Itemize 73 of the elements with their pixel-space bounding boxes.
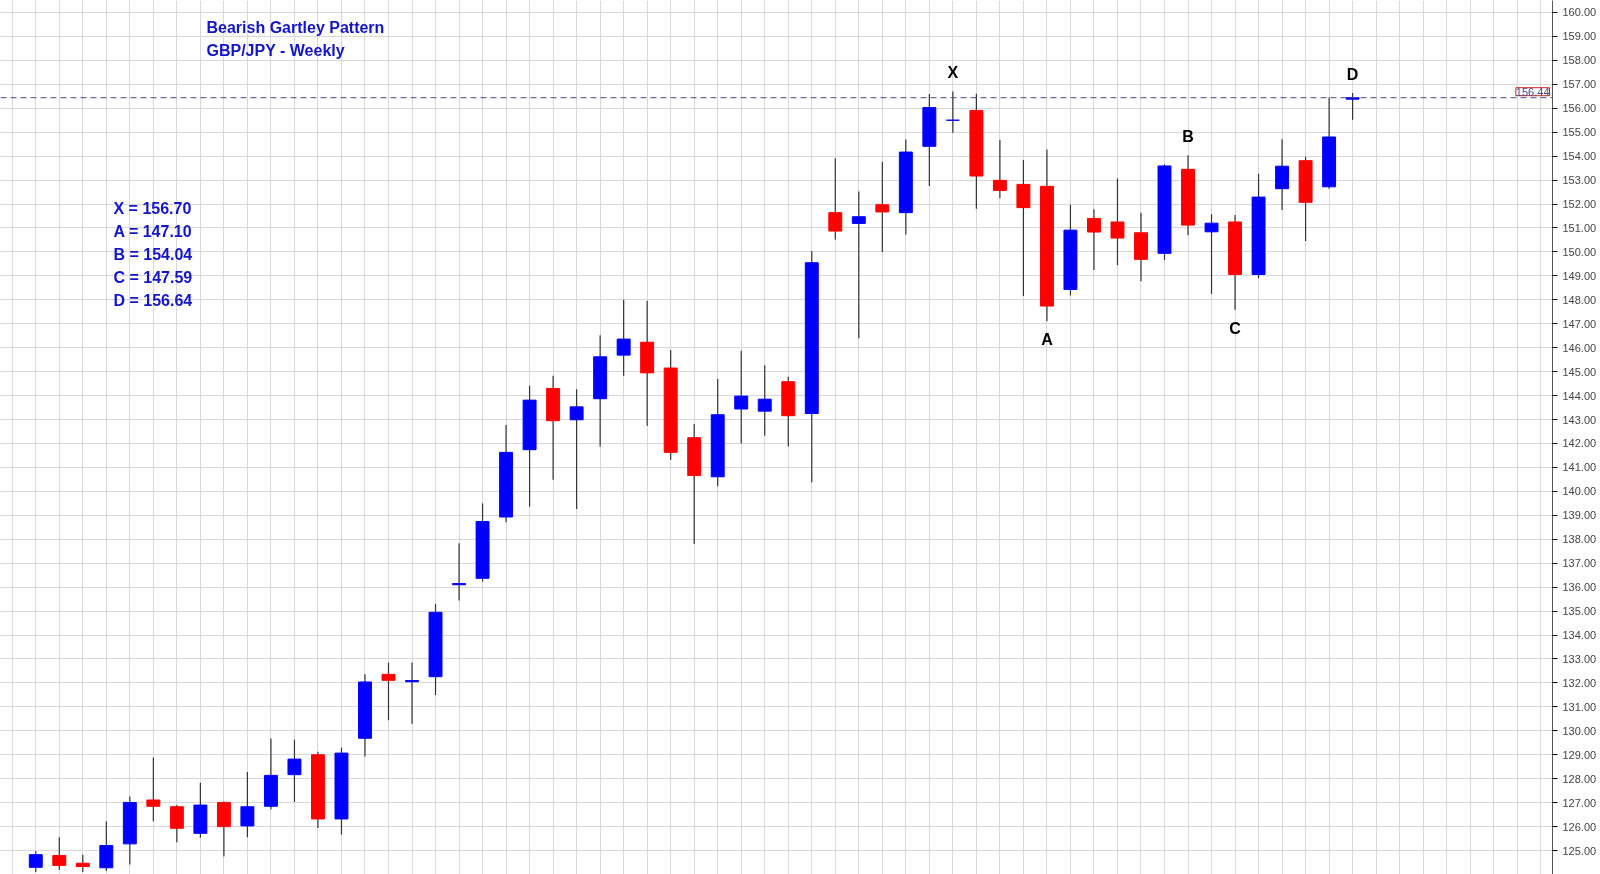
y-tick-label: 126.00 bbox=[1562, 820, 1597, 833]
y-tick-label: 139.00 bbox=[1562, 509, 1597, 522]
annotation: X bbox=[947, 64, 959, 82]
candlestick bbox=[287, 739, 302, 803]
y-tick-label: 127.00 bbox=[1562, 796, 1597, 809]
candlestick bbox=[52, 836, 67, 871]
annotation: C = 147.59 bbox=[113, 269, 193, 286]
y-tick-label: 146.00 bbox=[1562, 341, 1597, 354]
candlestick bbox=[1086, 208, 1101, 271]
y-tick-label: 157.00 bbox=[1562, 78, 1597, 91]
y-tick-label: 142.00 bbox=[1562, 437, 1597, 450]
candlestick bbox=[1345, 92, 1360, 121]
candlestick bbox=[945, 90, 960, 134]
y-tick-label: 153.00 bbox=[1562, 174, 1597, 187]
y-tick-label: 132.00 bbox=[1562, 676, 1597, 689]
y-tick-label: 155.00 bbox=[1562, 126, 1597, 139]
y-tick-label: 150.00 bbox=[1562, 245, 1597, 258]
annotation: A bbox=[1041, 331, 1054, 349]
y-tick-label: 135.00 bbox=[1562, 605, 1597, 618]
y-tick-label: 136.00 bbox=[1562, 581, 1597, 594]
y-tick-label: 143.00 bbox=[1562, 413, 1597, 426]
candlestick bbox=[405, 661, 419, 725]
candlestick bbox=[381, 661, 396, 721]
y-tick-label: 154.00 bbox=[1562, 150, 1597, 163]
candlestick bbox=[992, 139, 1007, 199]
y-tick-label: 151.00 bbox=[1562, 221, 1597, 234]
text: Bearish Gartley Pattern bbox=[206, 19, 385, 36]
candlestick bbox=[757, 364, 772, 437]
candlestick bbox=[569, 388, 584, 510]
y-tick-label: 130.00 bbox=[1562, 724, 1597, 737]
candlestick bbox=[875, 161, 890, 253]
y-tick-label: 144.00 bbox=[1562, 389, 1597, 402]
candlestick bbox=[240, 771, 255, 838]
candlestick bbox=[99, 820, 114, 872]
y-tick-label: 149.00 bbox=[1562, 269, 1597, 282]
y-tick-label: 148.00 bbox=[1562, 293, 1597, 306]
y-tick-label: 138.00 bbox=[1562, 533, 1597, 546]
y-tick-label: 137.00 bbox=[1562, 557, 1597, 570]
annotation: A = 147.10 bbox=[113, 223, 192, 240]
y-tick-label: 125.00 bbox=[1562, 844, 1597, 857]
candlestick bbox=[452, 542, 467, 602]
y-tick-label: 128.00 bbox=[1562, 772, 1597, 785]
y-tick-label: 134.00 bbox=[1562, 629, 1597, 642]
annotation: B bbox=[1182, 128, 1194, 146]
y-tick-label: 140.00 bbox=[1562, 485, 1597, 498]
y-tick-label: 152.00 bbox=[1562, 198, 1597, 211]
y-tick-label: 159.00 bbox=[1562, 30, 1597, 43]
candlestick bbox=[1275, 138, 1290, 211]
text: GBP/JPY - Weekly bbox=[206, 42, 345, 59]
candlestick bbox=[1204, 213, 1219, 295]
y-tick-label: 147.00 bbox=[1562, 317, 1597, 330]
y-tick-label: 160.00 bbox=[1562, 6, 1597, 19]
y-tick-label: 145.00 bbox=[1562, 365, 1597, 378]
candlestick bbox=[851, 190, 866, 339]
annotation: C bbox=[1229, 319, 1242, 337]
annotation: B = 154.04 bbox=[113, 246, 193, 263]
y-tick-label: 133.00 bbox=[1562, 652, 1597, 665]
candlestick bbox=[1016, 159, 1031, 297]
y-tick-label: 141.00 bbox=[1562, 461, 1597, 474]
candlestick bbox=[828, 157, 843, 241]
candlestick bbox=[1110, 177, 1125, 266]
candlestick bbox=[169, 804, 184, 843]
y-tick-label: 156.00 bbox=[1562, 102, 1597, 115]
y-tick-label: 158.00 bbox=[1562, 54, 1597, 67]
candlestick bbox=[734, 350, 749, 445]
annotation: D bbox=[1346, 65, 1359, 83]
y-tick-label: 129.00 bbox=[1562, 748, 1597, 761]
annotation: X = 156.70 bbox=[113, 200, 192, 217]
annotation: D = 156.64 bbox=[113, 292, 193, 309]
y-tick-label: 131.00 bbox=[1562, 700, 1597, 713]
candlestick bbox=[616, 299, 631, 377]
candlestick bbox=[28, 850, 43, 873]
candlestick bbox=[146, 756, 161, 822]
